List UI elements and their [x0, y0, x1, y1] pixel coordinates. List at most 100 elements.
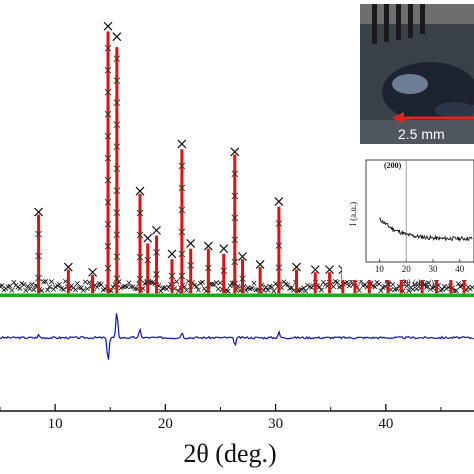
- noise-mark: [372, 284, 378, 290]
- observed-mark: [255, 259, 265, 269]
- observed-mark: [88, 267, 98, 277]
- noise-mark: [45, 287, 51, 293]
- observed-mark: [104, 88, 112, 96]
- noise-mark: [31, 287, 37, 293]
- noise-mark: [57, 281, 63, 287]
- observed-mark: [238, 252, 247, 261]
- noise-mark: [469, 284, 474, 290]
- observed-mark: [104, 132, 112, 140]
- noise-mark: [301, 285, 307, 291]
- noise-mark: [27, 286, 33, 292]
- noise-mark: [334, 279, 340, 285]
- observed-mark: [178, 162, 186, 170]
- observed-mark: [231, 170, 239, 178]
- noise-mark: [74, 280, 80, 286]
- observed-mark: [178, 250, 186, 258]
- observed-mark: [104, 110, 112, 118]
- noise-mark: [344, 279, 350, 285]
- observed-mark: [113, 231, 121, 238]
- noise-mark: [209, 281, 215, 287]
- observed-mark: [144, 256, 152, 264]
- noise-mark: [0, 283, 5, 289]
- observed-mark: [104, 66, 112, 74]
- noise-mark: [453, 288, 459, 294]
- noise-mark: [158, 288, 164, 294]
- observed-mark: [35, 252, 42, 260]
- observed-mark: [153, 271, 160, 278]
- observed-mark: [104, 198, 112, 206]
- noise-mark: [378, 288, 384, 294]
- noise-mark: [394, 286, 400, 292]
- noise-mark: [225, 288, 231, 294]
- observed-mark: [231, 280, 239, 288]
- noise-mark: [176, 288, 182, 294]
- observed-mark: [113, 275, 121, 282]
- noise-mark: [318, 287, 324, 293]
- observed-mark: [103, 21, 113, 31]
- noise-mark: [41, 279, 47, 285]
- observed-mark: [178, 206, 186, 214]
- observed-mark: [187, 262, 195, 269]
- observed-mark: [167, 249, 177, 259]
- observed-mark: [275, 264, 283, 271]
- noise-mark: [82, 279, 88, 285]
- noise-mark: [84, 286, 90, 292]
- noise-mark: [235, 283, 241, 289]
- noise-mark: [362, 282, 368, 288]
- inset-x-label: 2θ (deg.): [402, 278, 434, 288]
- noise-mark: [17, 285, 23, 291]
- noise-mark: [11, 279, 17, 285]
- noise-mark: [243, 288, 249, 294]
- noise-mark: [25, 283, 31, 289]
- noise-mark: [451, 288, 457, 294]
- noise-mark: [330, 284, 336, 290]
- observed-mark: [113, 143, 121, 150]
- noise-mark: [128, 284, 134, 290]
- inset-tick-label: 30: [429, 264, 439, 274]
- observed-mark: [104, 154, 112, 162]
- observed-mark: [205, 264, 212, 272]
- x-tick-label: 40: [378, 416, 393, 432]
- noise-mark: [303, 288, 309, 294]
- noise-mark: [404, 283, 410, 289]
- observed-mark: [136, 209, 144, 217]
- observed-mark: [113, 77, 121, 84]
- noise-mark: [80, 287, 86, 293]
- observed-mark: [220, 267, 228, 275]
- x-tick-label: 10: [48, 416, 63, 432]
- noise-mark: [402, 279, 408, 285]
- observed-mark: [239, 275, 246, 282]
- observed-mark: [113, 121, 121, 128]
- noise-mark: [72, 287, 78, 293]
- sample-photo: 2.5 mm: [360, 4, 474, 144]
- observed-mark: [136, 231, 144, 239]
- observed-mark: [104, 242, 112, 250]
- noise-mark: [108, 288, 114, 294]
- noise-mark: [263, 284, 269, 290]
- observed-mark: [63, 262, 73, 272]
- noise-mark: [269, 284, 275, 290]
- observed-mark: [231, 236, 239, 244]
- observed-mark: [153, 249, 160, 256]
- observed-mark: [104, 176, 112, 184]
- scale-label: 2.5 mm: [398, 126, 445, 142]
- noise-mark: [426, 280, 432, 286]
- observed-mark: [168, 272, 176, 280]
- inset-chart: 10 20 30 40 (200) I (a.u.) 2θ (deg.): [342, 150, 474, 288]
- observed-mark: [231, 258, 239, 266]
- noise-mark: [271, 288, 277, 294]
- observed-mark: [177, 139, 187, 149]
- inset-tick-label: 10: [375, 264, 385, 274]
- noise-mark: [47, 284, 53, 290]
- observed-mark: [275, 242, 283, 249]
- observed-mark: [113, 209, 121, 216]
- noise-mark: [455, 281, 461, 287]
- noise-mark: [416, 281, 422, 287]
- noise-mark: [392, 287, 398, 292]
- noise-mark: [76, 285, 82, 291]
- observed-mark: [152, 225, 161, 235]
- noise-mark: [39, 288, 45, 294]
- x-tick-label: 30: [268, 416, 283, 432]
- observed-mark: [104, 220, 112, 228]
